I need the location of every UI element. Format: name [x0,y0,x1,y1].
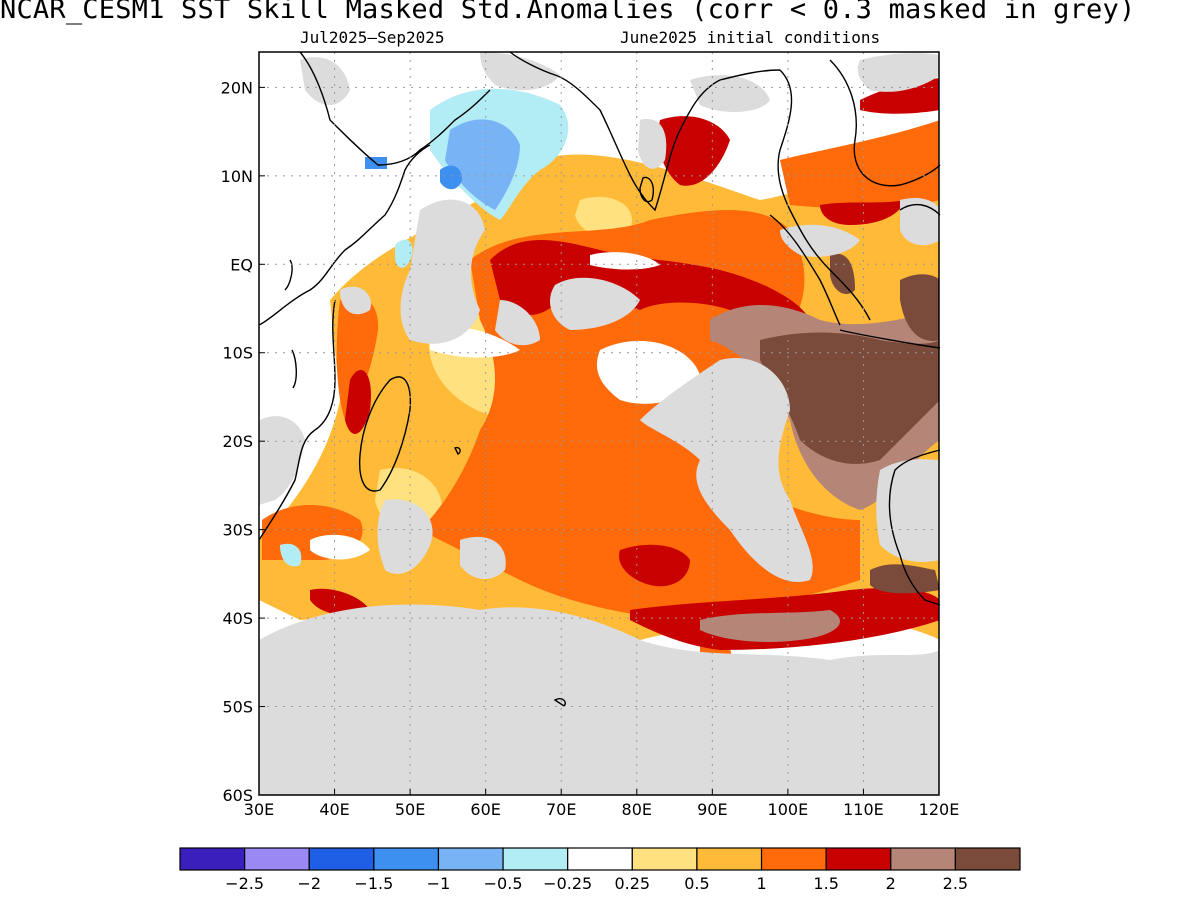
anomaly-region-gt-2.5 [760,332,939,464]
x-tick-label: 80E [622,800,652,819]
colorbar-label: 1.5 [813,874,838,893]
y-tick-label: 40S [222,609,253,628]
x-tick-label: 90E [697,800,727,819]
y-tick-label: 10S [222,344,253,363]
colorbar-label: 0.5 [684,874,709,893]
x-tick-label: 110E [843,800,884,819]
colorbar-label: 1 [756,874,766,893]
colorbar-swatch [308,847,375,871]
map-frame [258,51,940,796]
colorbar-swatch [502,847,569,871]
forecast-period: Jul2025–Sep2025 [300,28,445,47]
initial-conditions: June2025 initial conditions [620,28,881,47]
colorbar-label: −0.5 [484,874,523,893]
masked-grey-regions [259,52,939,795]
anomaly-region-neg-0.5 [445,119,520,210]
colorbar-label: 2.5 [943,874,968,893]
colorbar-label: 0.25 [614,874,650,893]
colorbar-swatch [954,847,1021,871]
colorbar-label: −1.5 [354,874,393,893]
y-tick-label: 20N [221,78,253,97]
y-tick-label: 60S [222,786,253,805]
colorbar-swatch [696,847,763,871]
anomaly-field [259,52,939,795]
colorbar-label: −2 [297,874,321,893]
colorbar-swatch [567,847,633,871]
colorbar-swatch [890,847,956,871]
colorbar-swatch [373,847,440,871]
x-tick-label: 30E [244,800,274,819]
colorbar-label: −0.25 [543,874,592,893]
x-axis: 30E 40E 50E 60E 70E 80E 90E 100E 110E 120E [244,789,960,819]
colorbar-swatch [179,847,246,871]
colorbar-swatch [760,847,827,871]
y-tick-label: EQ [230,255,253,274]
x-tick-label: 120E [919,800,960,819]
map-title: NCAR_CESM1 SST Skill Masked Std.Anomalie… [0,0,1136,25]
colorbar-swatch [244,847,310,871]
map-gridlines [259,52,939,795]
colorbar-label: 2 [886,874,896,893]
y-axis: 20N 10N EQ 10S 20S 30S 40S 50S 60S [221,78,265,805]
anomaly-region-neg-1 [440,165,462,190]
x-tick-label: 50E [395,800,425,819]
y-tick-label: 10N [221,167,253,186]
colorbar-label: −1 [427,874,451,893]
x-tick-label: 40E [319,800,349,819]
colorbar-swatch [825,847,892,871]
x-tick-label: 60E [470,800,500,819]
y-tick-label: 50S [222,698,253,717]
x-tick-label: 70E [546,800,576,819]
colorbar-swatch [437,847,504,871]
colorbar-swatch [631,847,698,871]
y-tick-label: 30S [222,521,253,540]
x-tick-label: 100E [768,800,809,819]
coastlines [258,51,941,707]
anomaly-region-1.5-2 [490,240,810,325]
colorbar-label: −2.5 [225,874,264,893]
y-tick-label: 20S [222,432,253,451]
